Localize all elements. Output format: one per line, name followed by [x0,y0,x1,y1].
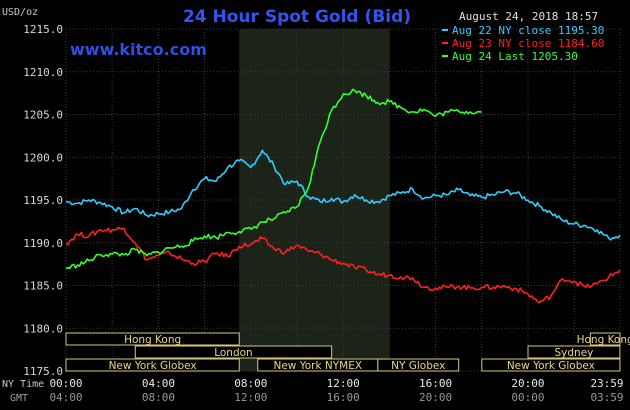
session-label: Hong Kong [124,334,181,346]
y-tick-label: 1215.0 [23,23,63,36]
x-tick-label-gmt: 20:00 [419,391,452,404]
session-label: Hong Kong [577,334,630,346]
x-tick-label-ny: 20:00 [511,377,544,390]
x-tick-label-gmt: 03:59 [590,391,623,404]
session-label: Sydney [555,347,594,359]
x-tick-label-ny: 23:59 [590,377,623,390]
x-axis-row-label-ny: NY Time [2,379,44,390]
y-tick-labels: 1215.0 1210.0 1205.0 1200.0 1195.0 1190.0 1185… [23,23,63,378]
session-box [134,345,333,359]
session-label: New York NYMEX [273,360,362,372]
y-tick-label: 1205.0 [23,109,63,122]
session-label: NY Globex [391,360,445,372]
y-tick-label: 1180.0 [23,322,63,335]
series-line-3 [65,88,482,270]
session-box [377,358,460,372]
legend-entry: Aug 22 NY close 1195.30 [452,24,604,37]
y-tick-label: 1185.0 [23,280,63,293]
session-box [65,358,240,372]
y-tick-label: 1195.0 [23,194,63,207]
session-box [65,332,240,346]
legend-entry: Aug 23 NY close 1184.60 [452,37,604,50]
session-box [589,332,621,346]
x-tick-label-ny: 12:00 [327,377,360,390]
session-box [481,358,621,372]
session-label: New York Globex [109,360,197,372]
series-line-2 [65,226,621,304]
y-tick-label: 1210.0 [23,66,63,79]
x-tick-label-ny: 08:00 [234,377,267,390]
y-axis-unit-label: USD/oz [2,7,38,18]
y-tick-label: 1190.0 [23,237,63,250]
y-tick-label: 1175.0 [23,365,63,378]
timestamp: August 24, 2018 18:57 [459,10,598,23]
chart-title: 24 Hour Spot Gold (Bid) [183,7,411,27]
x-tick-label-ny: 16:00 [419,377,452,390]
grid-layer [65,28,621,372]
x-axis-row-label-gmt: GMT [10,393,28,404]
session-box [527,345,621,359]
session-label: New York Globex [507,360,595,372]
series-lines [65,88,621,304]
series-line-1 [65,149,621,241]
x-tick-label-gmt: 04:00 [49,391,82,404]
y-tick-label: 1200.0 [23,151,63,164]
watermark-url: www.kitco.com [70,40,207,59]
x-tick-label-ny: 00:00 [49,377,82,390]
session-label: London [214,347,253,359]
legend-entry: Aug 24 Last 1205.30 [452,50,578,63]
x-tick-label-gmt: 08:00 [142,391,175,404]
x-tick-label-gmt: 00:00 [511,391,544,404]
x-tick-label-ny: 04:00 [142,377,175,390]
x-tick-label-gmt: 16:00 [327,391,360,404]
x-tick-label-gmt: 12:00 [234,391,267,404]
